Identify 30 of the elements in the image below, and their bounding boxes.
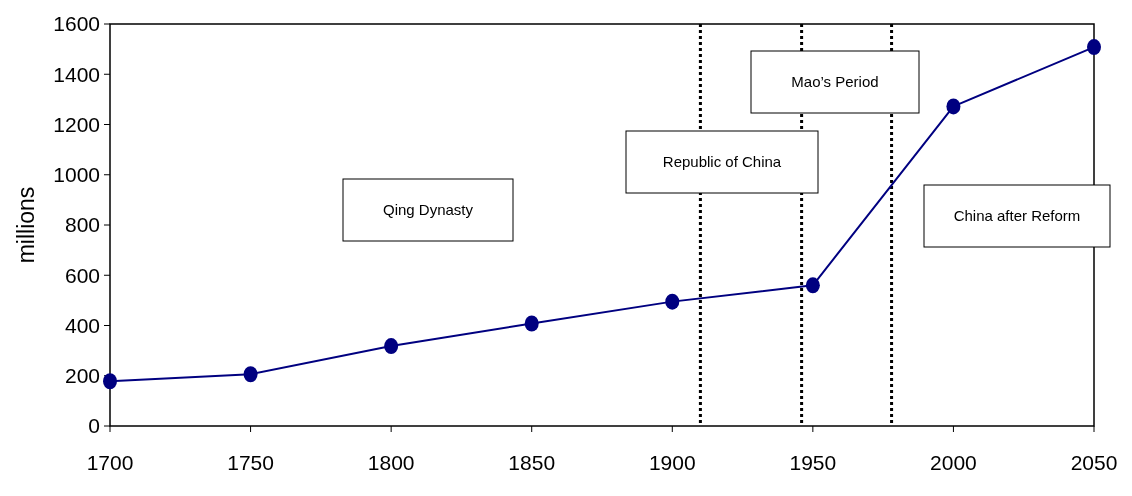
point <box>1087 39 1101 56</box>
y-tick-label: 400 <box>64 313 100 337</box>
y-tick-label: 1000 <box>53 163 100 187</box>
annotation: Republic of China <box>662 153 782 171</box>
point <box>384 338 399 355</box>
x-tick-label: 1950 <box>789 451 837 474</box>
point <box>103 373 117 390</box>
y-tick-label: 1200 <box>53 112 100 136</box>
y-axis-title: millions <box>13 186 39 264</box>
x-tick-label: 1750 <box>227 451 274 474</box>
point <box>805 277 820 294</box>
x-tick-label: 2050 <box>1070 451 1118 474</box>
x-tick-label: 1850 <box>508 451 556 474</box>
x-tick-label: 2000 <box>930 451 977 474</box>
y-tick-label: 200 <box>64 364 100 388</box>
annotation: China after Reform <box>953 207 1081 225</box>
x-tick-label: 1900 <box>648 451 696 474</box>
x-tick-label: 1800 <box>367 451 415 474</box>
point <box>243 366 258 383</box>
y-tick-label: 0 <box>88 414 100 438</box>
annotation: Qing Dynasty <box>382 201 474 219</box>
point <box>665 293 680 310</box>
y-tick-label: 1600 <box>53 12 100 36</box>
point <box>946 98 961 115</box>
y-tick-label: 1400 <box>53 62 100 86</box>
y-tick-label: 600 <box>64 263 100 287</box>
x-tick-label: 1700 <box>86 451 134 474</box>
annotation: Mao’s Period <box>791 73 879 91</box>
y-tick-label: 800 <box>64 213 100 237</box>
point <box>524 315 539 332</box>
